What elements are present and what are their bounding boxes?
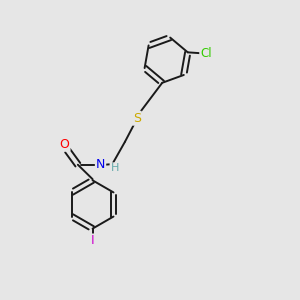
Text: H: H <box>110 163 119 173</box>
Text: Cl: Cl <box>200 47 212 60</box>
Text: I: I <box>91 235 94 248</box>
Text: S: S <box>133 112 141 125</box>
Text: N: N <box>96 158 105 171</box>
Text: O: O <box>60 138 70 151</box>
